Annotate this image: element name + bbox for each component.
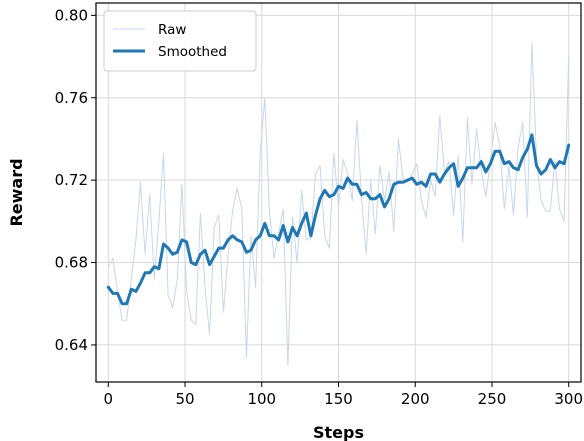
x-tick-label: 50	[175, 390, 194, 408]
y-tick-label: 0.72	[55, 171, 88, 189]
x-axis-title: Steps	[313, 423, 364, 441]
x-tick-label: 150	[324, 390, 353, 408]
y-axis-ticks: 0.64 0.68 0.72 0.76 0.80	[55, 6, 96, 354]
y-tick-label: 0.68	[55, 254, 88, 272]
x-tick-label: 0	[104, 390, 114, 408]
legend: Raw Smoothed	[103, 10, 257, 72]
x-tick-label: 100	[247, 390, 276, 408]
series-line-raw	[107, 41, 570, 366]
y-tick-label: 0.80	[55, 6, 88, 24]
y-tick-label: 0.64	[55, 336, 88, 354]
series-layer	[106, 41, 571, 366]
legend-raw-label: Raw	[158, 22, 186, 38]
y-tick-label: 0.76	[55, 89, 88, 107]
x-axis-ticks: 0 50 100 150 200 250 300	[104, 382, 583, 408]
x-tick-label: 250	[478, 390, 507, 408]
x-tick-label: 200	[401, 390, 430, 408]
legend-smoothed-label: Smoothed	[158, 44, 227, 60]
legend-box	[103, 10, 257, 72]
series-line-smoothed	[106, 133, 571, 306]
y-axis-title: Reward	[7, 158, 26, 226]
x-tick-label: 300	[554, 390, 583, 408]
